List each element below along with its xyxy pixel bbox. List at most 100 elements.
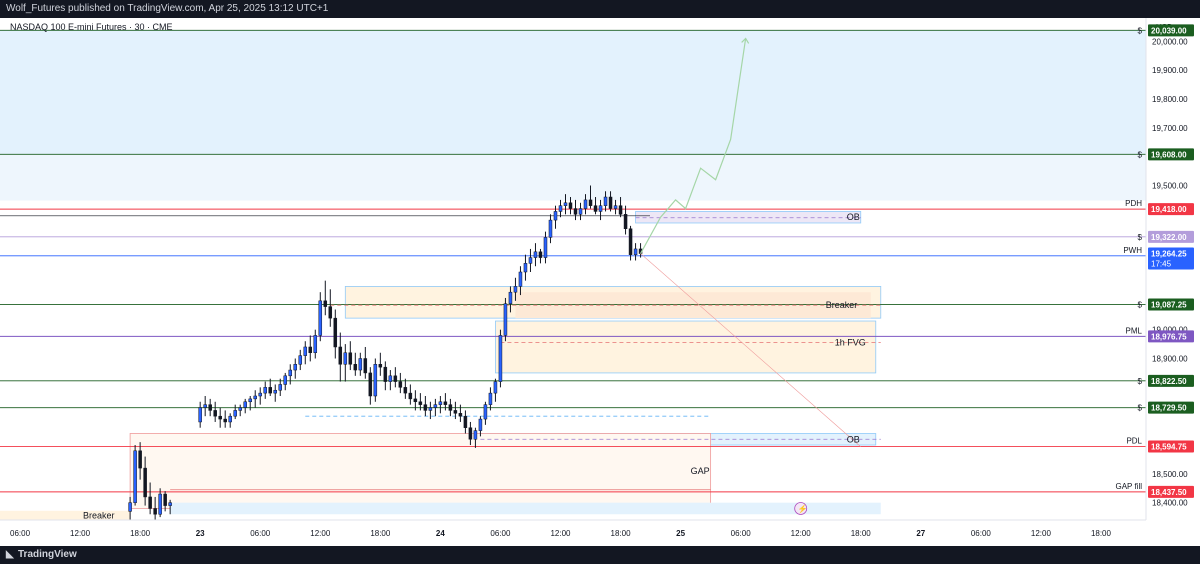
candle-body-61: [458, 413, 463, 417]
breaker-left-zone: [0, 510, 131, 520]
candle-body-54: [423, 404, 428, 411]
x-tick-12: 06:00: [731, 529, 752, 538]
candle-body-90: [603, 196, 608, 206]
x-tick-5: 12:00: [310, 529, 331, 538]
level-symbol-3: $: [1138, 233, 1143, 242]
y-tick-5: 19,000.00: [1152, 326, 1188, 335]
candle-body-86: [583, 199, 588, 209]
x-tick-0: 06:00: [10, 529, 31, 538]
candle-body-35: [328, 306, 333, 319]
candle-body-52: [413, 398, 418, 403]
candle-body-84: [573, 208, 578, 215]
candle-body-13: [218, 415, 222, 420]
x-tick-9: 12:00: [550, 529, 571, 538]
price-tag-text-10: 18,437.50: [1151, 488, 1187, 497]
price-tag-8: [1148, 401, 1194, 414]
y-tick-1: 19,900.00: [1152, 66, 1188, 75]
symbol-title: NASDAQ 100 E-mini Futures · 30 · CME: [10, 22, 173, 32]
candle-body-49: [398, 381, 403, 388]
price-tag-text-3: 19,322.00: [1151, 233, 1187, 242]
candle-body-51: [408, 392, 413, 400]
candle-body-20: [253, 395, 257, 400]
countdown-text: 17:45: [1151, 259, 1172, 268]
bottom-zone: [170, 502, 881, 515]
x-tick-6: 18:00: [370, 529, 391, 538]
chart-area[interactable]: $ $ PDH $ PWH $ PML $ $ PDL GAP fill OB Breaker 1h FV…: [0, 18, 1200, 546]
candle-body-21: [258, 392, 262, 397]
candle-body-82: [563, 202, 568, 206]
projection-arrowhead: [741, 37, 750, 44]
candle-body-83: [568, 202, 573, 209]
candle-body-41: [358, 358, 363, 371]
candle-body-93: [618, 205, 623, 215]
price-tag-text-1: 19,608.00: [1151, 150, 1187, 159]
y-tick-2: 19,800.00: [1152, 95, 1188, 104]
candle-body-57: [438, 401, 443, 405]
candle-body-32: [313, 335, 318, 353]
candle-body-48: [393, 375, 398, 382]
upper-zone: [0, 154, 1146, 201]
candle-body-36: [333, 317, 338, 348]
candle-body-77: [538, 251, 543, 258]
candle-body-91: [608, 196, 613, 209]
level-label-10: GAP fill: [1115, 482, 1142, 491]
candle-body-50: [403, 387, 408, 394]
candle-body-16: [233, 410, 237, 417]
candle-body-45: [378, 364, 383, 368]
y-tick-6: 18,900.00: [1152, 355, 1188, 364]
candle-body-6: [158, 493, 162, 515]
price-tag-7: [1148, 374, 1194, 387]
fvg-zone: [495, 320, 877, 374]
projection-down-path: [640, 253, 861, 447]
x-tick-11: 25: [676, 529, 685, 538]
candle-body-5: [153, 508, 157, 515]
level-symbol-0: $: [1138, 26, 1143, 35]
candle-body-55: [428, 407, 433, 411]
candle-body-67: [488, 392, 493, 405]
candle-body-11: [208, 404, 212, 411]
candle-body-31: [308, 346, 313, 353]
candle-body-63: [468, 427, 473, 440]
candle-body-18: [243, 401, 247, 408]
level-symbol-5: $: [1138, 301, 1143, 310]
candle-body-71: [508, 291, 513, 304]
annotation-gap: GAP: [691, 466, 710, 476]
x-tick-10: 18:00: [611, 529, 632, 538]
publisher-bar: Wolf_Futures published on TradingView.co…: [0, 0, 1200, 18]
candle-body-42: [363, 358, 368, 374]
candle-body-79: [548, 219, 553, 238]
price-tag-10: [1148, 485, 1194, 498]
candle-body-0: [128, 502, 132, 512]
price-tag-0: [1148, 24, 1194, 37]
x-tick-3: 23: [196, 529, 205, 538]
candle-body-56: [433, 404, 438, 408]
candle-body-12: [213, 410, 217, 417]
tradingview-footer: ◣ TradingView: [0, 546, 1200, 564]
x-tick-2: 18:00: [130, 529, 151, 538]
x-tick-17: 12:00: [1031, 529, 1052, 538]
candle-body-28: [293, 364, 298, 371]
candle-body-72: [513, 286, 518, 293]
price-tag-text-6: 18,976.75: [1151, 332, 1187, 341]
candle-body-25: [278, 384, 282, 391]
level-symbol-1: $: [1138, 150, 1143, 159]
candle-body-75: [528, 257, 533, 264]
candle-body-70: [503, 303, 508, 336]
annotation-breaker-left: Breaker: [83, 510, 115, 520]
x-tick-1: 12:00: [70, 529, 91, 538]
candle-body-30: [303, 346, 308, 356]
x-tick-16: 06:00: [971, 529, 992, 538]
candle-body-74: [523, 263, 528, 273]
price-axis: [1146, 18, 1200, 546]
price-tag-1: [1148, 148, 1194, 161]
candle-body-1: [133, 450, 137, 503]
candle-body-95: [628, 228, 633, 255]
candle-body-65: [478, 418, 483, 431]
candle-body-88: [593, 205, 598, 212]
gap-zone: [129, 433, 712, 509]
candle-body-66: [483, 404, 488, 420]
candle-body-10: [203, 404, 207, 408]
price-chart[interactable]: $ $ PDH $ PWH $ PML $ $ PDL GAP fill OB Breaker 1h FV…: [0, 18, 1200, 546]
level-label-2: PDH: [1125, 199, 1142, 208]
candle-body-58: [443, 401, 448, 405]
